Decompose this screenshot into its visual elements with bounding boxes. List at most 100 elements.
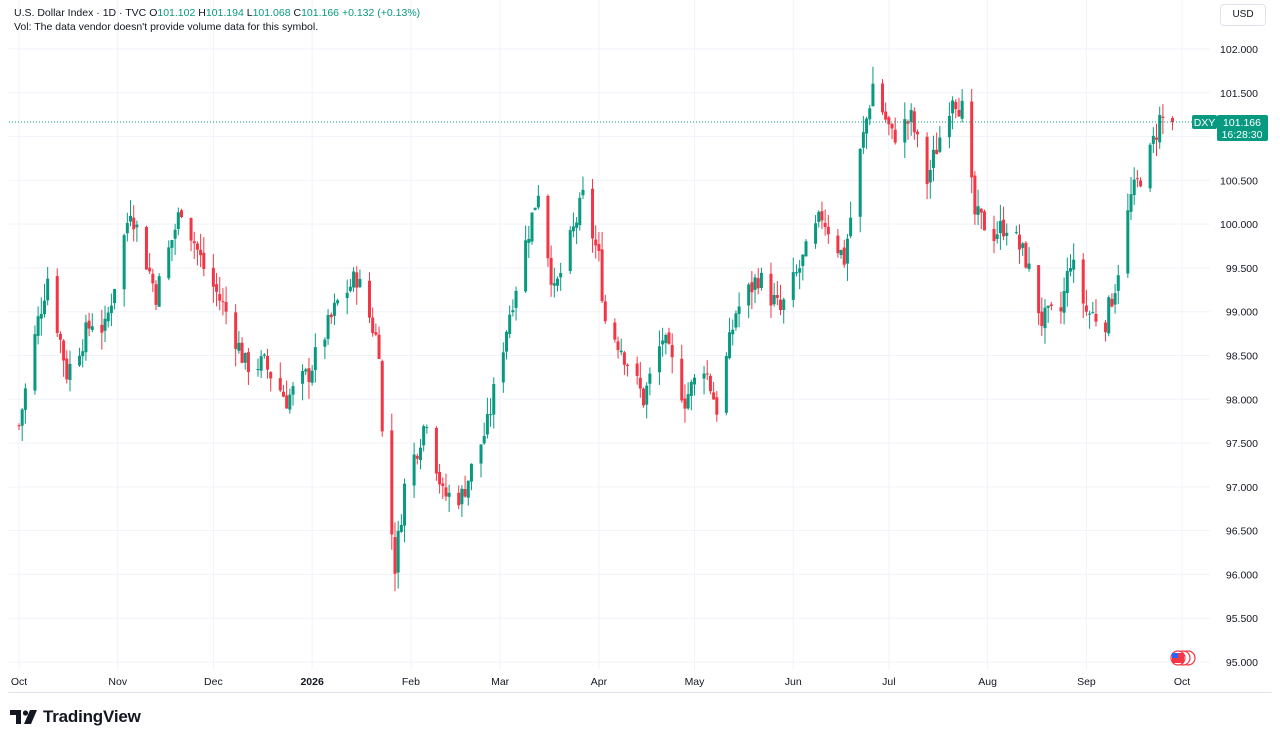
candle-body [893, 129, 897, 143]
candle-body [887, 117, 891, 125]
price-tick-label: 98.500 [1226, 351, 1258, 363]
candle-body [670, 344, 674, 358]
candle-body [536, 195, 540, 208]
candle-body [1170, 118, 1174, 123]
candle-body [524, 240, 528, 292]
close-value: 101.166 [301, 7, 340, 19]
candle-body [880, 83, 884, 113]
candle-body [772, 295, 776, 305]
candle-body [221, 301, 225, 303]
candle-body [180, 210, 184, 217]
candle-body [683, 398, 687, 409]
candle-body [234, 312, 238, 349]
candle-body [415, 455, 419, 459]
candle-body [323, 339, 327, 347]
candle-body [578, 197, 582, 226]
candle-body [1135, 178, 1139, 180]
candle-body [858, 148, 862, 217]
candle-body [804, 241, 808, 257]
candle-body [909, 109, 913, 122]
candle-body [1081, 259, 1085, 304]
candle-body [1027, 263, 1031, 269]
candle-body [457, 492, 461, 506]
tradingview-logo[interactable]: TradingView [10, 707, 141, 727]
candle-body [973, 175, 977, 215]
candle-body [1139, 180, 1143, 187]
flag-canton [1172, 653, 1178, 658]
candle-body [1037, 265, 1041, 314]
candle-body [189, 218, 193, 241]
price-axis[interactable]: 102.000101.500101.000100.500100.00099.50… [1220, 44, 1258, 669]
candle-body [399, 524, 403, 532]
candle-body [100, 324, 104, 333]
candle-body [20, 409, 24, 426]
candle-body [215, 284, 219, 292]
candle-body [728, 332, 732, 359]
time-tick-label: Sep [1077, 676, 1096, 688]
candle-body [485, 414, 489, 435]
candle-body [301, 371, 305, 384]
candle-body [1126, 210, 1130, 274]
candle-body [1148, 144, 1152, 189]
candle-body [173, 229, 177, 239]
candle-body [1002, 219, 1006, 237]
events-flag-icon[interactable] [1170, 650, 1196, 666]
grid-layer [9, 0, 1210, 670]
symbol-legend[interactable]: U.S. Dollar Index · 1D · TVC O101.102 H1… [14, 6, 420, 20]
candle-body [753, 277, 757, 290]
candle-body [84, 322, 88, 353]
time-axis[interactable]: Oct Nov Dec 2026 Feb Mar Apr May Jun Jul Aug Sep Oct [11, 676, 1190, 688]
price-tick-label: 98.000 [1226, 394, 1258, 406]
price-tick-label: 97.500 [1226, 438, 1258, 450]
time-tick-label: Jun [785, 676, 802, 688]
candle-body [756, 278, 760, 289]
candle-body [434, 427, 438, 474]
candle-body [336, 300, 340, 304]
candle-body [798, 268, 802, 273]
currency-button[interactable]: USD [1220, 4, 1266, 26]
candle-body [890, 123, 894, 129]
candle-body [692, 377, 696, 385]
candle-body [724, 356, 728, 413]
candle-body [202, 252, 206, 269]
candle-body [708, 375, 712, 392]
candle-body [1017, 234, 1021, 250]
candle-body [479, 444, 483, 464]
candle-body [954, 101, 958, 110]
candle-body [814, 223, 818, 244]
candle-body [90, 326, 94, 330]
time-tick-label: Jul [882, 676, 895, 688]
price-tick-label: 99.000 [1226, 307, 1258, 319]
candle-body [1040, 311, 1044, 327]
candle-body [441, 483, 445, 487]
candle-body [348, 286, 352, 291]
candle-body [1161, 116, 1165, 118]
high-label: H [198, 7, 206, 19]
candle-body [42, 300, 46, 315]
ticker-tag-label: DXY [1194, 117, 1216, 129]
candle-body [307, 368, 311, 382]
symbol-title[interactable]: U.S. Dollar Index · 1D · TVC [14, 7, 147, 19]
candle-body [514, 290, 518, 308]
change-value: +0.132 (+0.13%) [341, 7, 421, 19]
candle-body [839, 249, 843, 256]
candle-body [928, 169, 932, 183]
last-price-label: 101.166 [1223, 117, 1261, 129]
candle-body [769, 273, 773, 306]
candle-body [849, 217, 853, 237]
candle-body [132, 217, 136, 230]
time-tick-label: Nov [108, 676, 127, 688]
time-tick-label: Oct [11, 676, 27, 688]
candle-body [1113, 293, 1117, 305]
candle-body [106, 312, 110, 322]
candle-body [326, 314, 330, 340]
candle-body [418, 447, 422, 461]
candle-body [664, 334, 668, 344]
candle-body [568, 230, 572, 271]
candle-body [36, 316, 40, 336]
candle-body [705, 373, 709, 375]
open-label: O [149, 7, 158, 19]
candle-body [549, 257, 553, 285]
candle-body [55, 276, 59, 333]
